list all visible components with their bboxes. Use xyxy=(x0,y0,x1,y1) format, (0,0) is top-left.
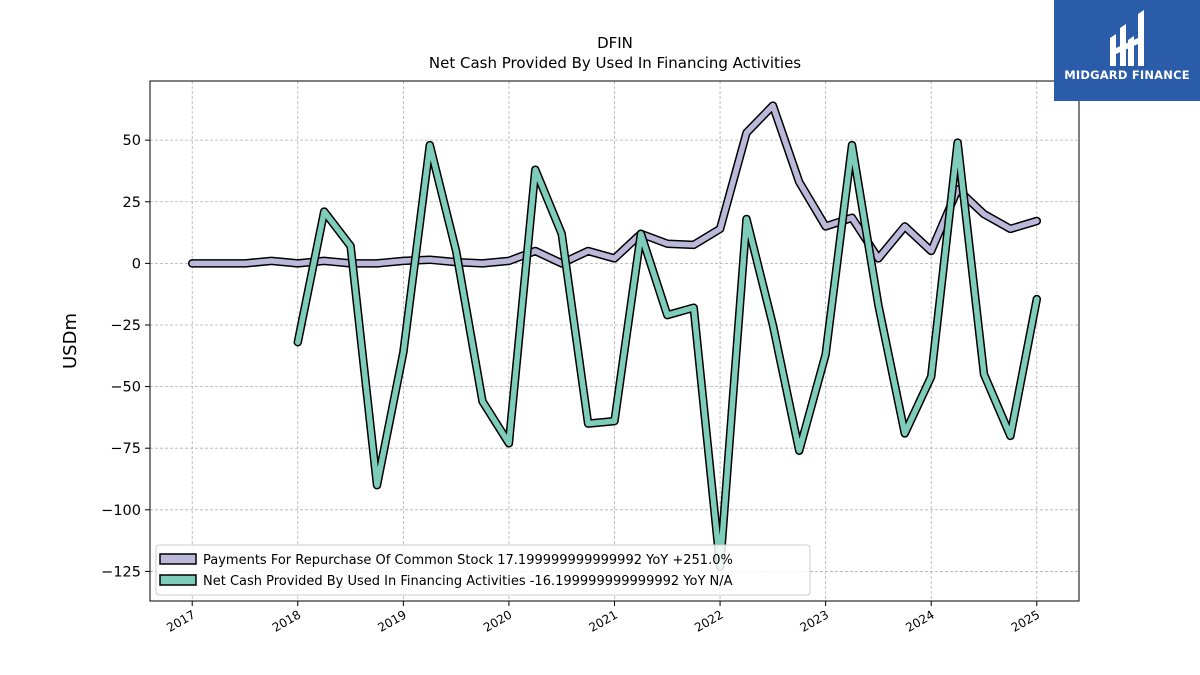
legend-label: Payments For Repurchase Of Common Stock … xyxy=(203,553,733,568)
y-tick-label: −100 xyxy=(101,503,141,519)
legend-label: Net Cash Provided By Used In Financing A… xyxy=(203,574,733,589)
axis-ticks: 50 25 0 −25 −50 −75 −100 −125 2017 2018 2019 2020 20… xyxy=(101,133,1042,635)
x-tick-label: 2021 xyxy=(587,607,620,634)
y-axis-label: USDm xyxy=(60,313,81,369)
grid xyxy=(150,81,1079,601)
brand-logo: MIDGARD FINANCE xyxy=(1054,0,1200,101)
x-tick-label: 2022 xyxy=(692,607,725,634)
legend-swatch xyxy=(159,574,197,586)
logo-mark-icon xyxy=(1110,10,1144,66)
x-tick-label: 2018 xyxy=(270,607,303,634)
y-tick-label: −125 xyxy=(101,564,141,580)
x-tick-label: 2024 xyxy=(903,607,936,634)
x-tick-label: 2023 xyxy=(798,607,831,634)
y-tick-label: 50 xyxy=(123,133,141,149)
y-tick-label: 0 xyxy=(132,256,141,272)
legend: Payments For Repurchase Of Common Stock … xyxy=(155,544,811,596)
legend-swatch xyxy=(159,553,197,565)
x-tick-label: 2019 xyxy=(375,607,408,634)
chart-title: DFIN xyxy=(597,34,633,52)
series-layer xyxy=(187,101,1042,571)
series-outline-1 xyxy=(293,138,1042,571)
series-line-0 xyxy=(189,102,1040,267)
y-tick-label: −50 xyxy=(110,380,141,396)
series-line-1 xyxy=(295,139,1040,570)
logo-text: MIDGARD FINANCE xyxy=(1064,68,1190,82)
x-tick-label: 2020 xyxy=(481,607,514,634)
x-tick-label: 2017 xyxy=(164,607,197,634)
y-tick-label: −75 xyxy=(110,441,141,457)
y-tick-label: −25 xyxy=(110,318,141,334)
x-tick-label: 2025 xyxy=(1009,607,1042,634)
y-tick-label: 25 xyxy=(123,195,141,211)
legend-box xyxy=(155,544,811,596)
chart-subtitle: Net Cash Provided By Used In Financing A… xyxy=(429,54,801,72)
